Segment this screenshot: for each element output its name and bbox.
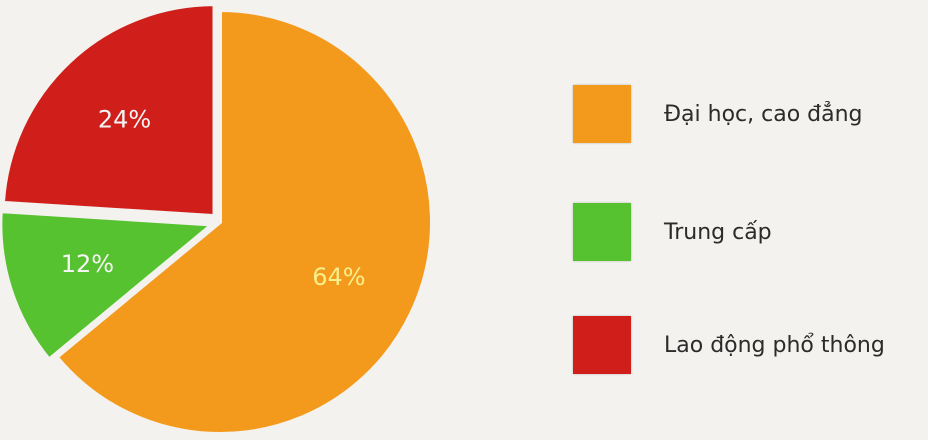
legend-label-lao-dong: Lao động phổ thông <box>664 332 885 358</box>
chart-legend: Đại học, cao đẳng Trung cấp Lao động phổ… <box>573 0 928 440</box>
pie-slice-dai-hoc <box>53 7 434 436</box>
legend-item-trung-cap: Trung cấp <box>573 203 772 261</box>
legend-label-dai-hoc: Đại học, cao đẳng <box>664 101 863 127</box>
legend-swatch-dai-hoc <box>573 85 631 143</box>
legend-item-dai-hoc: Đại học, cao đẳng <box>573 85 863 143</box>
legend-swatch-lao-dong <box>573 316 631 374</box>
legend-swatch-trung-cap <box>573 203 631 261</box>
slice-label-lao-dong: 24% <box>98 105 151 133</box>
slice-label-trung-cap: 12% <box>61 250 114 278</box>
legend-label-trung-cap: Trung cấp <box>664 219 772 245</box>
pie-slice-trung-cap <box>0 209 218 363</box>
legend-item-lao-dong: Lao động phổ thông <box>573 316 885 374</box>
slice-label-dai-hoc: 64% <box>312 263 365 291</box>
pie-slice-lao-dong <box>0 2 217 219</box>
